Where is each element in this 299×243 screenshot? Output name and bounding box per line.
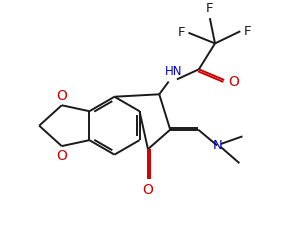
Text: F: F bbox=[243, 25, 251, 38]
Text: O: O bbox=[228, 75, 239, 88]
Text: O: O bbox=[56, 148, 67, 163]
Text: F: F bbox=[206, 2, 213, 15]
Text: O: O bbox=[143, 183, 153, 197]
Text: O: O bbox=[56, 89, 67, 103]
Text: F: F bbox=[178, 26, 185, 39]
Text: N: N bbox=[212, 139, 222, 152]
Text: HN: HN bbox=[164, 65, 182, 78]
